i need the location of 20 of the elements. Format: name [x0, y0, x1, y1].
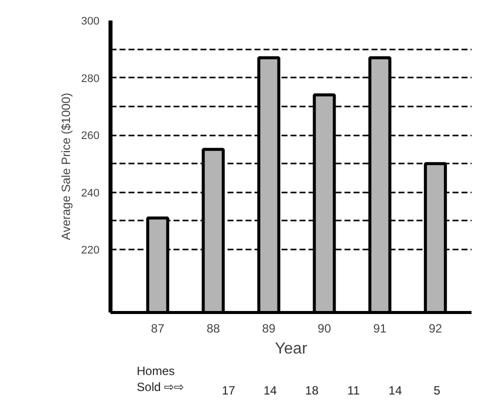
text: 14	[388, 383, 402, 398]
text: 11	[347, 383, 360, 398]
text: 5	[434, 383, 441, 398]
y-tick-label: 280	[81, 72, 100, 85]
y-tick-label: 260	[81, 130, 100, 142]
y-tick-label: 240	[81, 187, 100, 200]
x-tick-label: 89	[262, 322, 276, 336]
text: 14	[263, 383, 278, 398]
x-tick-label: 90	[318, 322, 332, 336]
x-axis-title: Year	[274, 340, 308, 358]
x-tick-label: 88	[206, 322, 220, 336]
x-tick-label: 91	[373, 322, 387, 336]
y-tick-label: 300	[81, 16, 100, 28]
y-axis-title: Average Sale Price ($1000)	[59, 92, 74, 240]
text: Homes Sold ⇨⇨	[136, 364, 184, 394]
y-tick-label: 220	[81, 244, 100, 257]
x-tick-label: 87	[151, 322, 165, 336]
text: 17	[222, 383, 236, 398]
x-tick-label: 92	[428, 322, 442, 336]
text: 18	[305, 383, 319, 398]
